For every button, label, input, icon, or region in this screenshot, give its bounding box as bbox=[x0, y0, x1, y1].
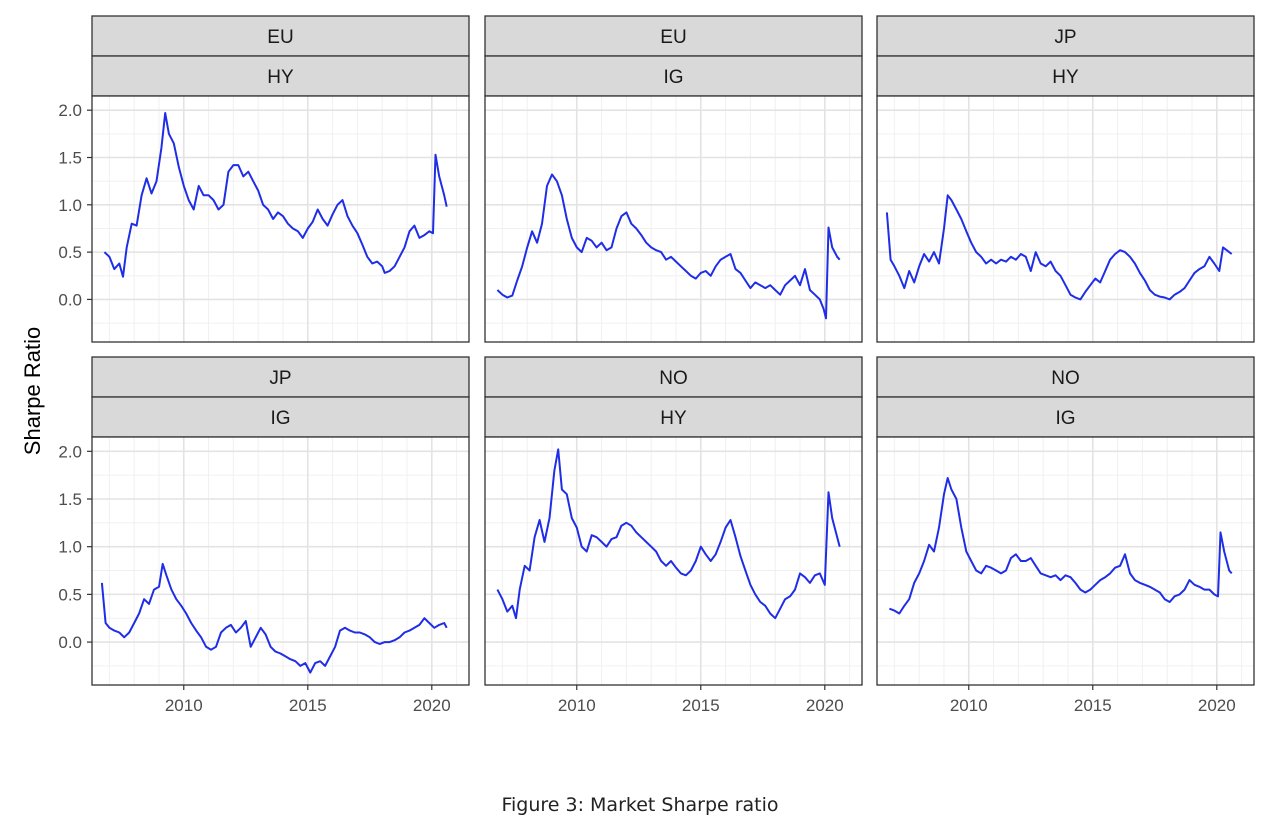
sharpe-ratio-line bbox=[496, 173, 841, 320]
facet-panel-eu-ig: EU IG bbox=[484, 15, 863, 343]
x-tick-label: 2010 bbox=[558, 696, 596, 715]
panel-border bbox=[876, 436, 1255, 686]
strip-label-region: NO bbox=[1051, 368, 1080, 389]
strip-region-box bbox=[876, 15, 1255, 57]
strip-label-region: EU bbox=[267, 27, 293, 48]
strip-label-region: JP bbox=[1054, 27, 1076, 48]
y-tick-label: 0.0 bbox=[58, 290, 82, 309]
facet-panel-eu-hy: EU HY 0.0 0.5 1.0 1.5 2.0 bbox=[58, 15, 470, 343]
strip-region-box bbox=[91, 356, 470, 398]
strip-label-rating: IG bbox=[1055, 408, 1075, 429]
strip-rating-box bbox=[484, 55, 863, 97]
y-tick-label: 1.5 bbox=[58, 490, 82, 509]
strip-label-rating: IG bbox=[270, 408, 290, 429]
y-tick-label: 0.0 bbox=[58, 633, 82, 652]
strip-region-box bbox=[91, 15, 470, 57]
panel-background bbox=[92, 437, 469, 685]
strip-label-rating: HY bbox=[1052, 67, 1079, 88]
facet-panel-no-hy: NO HY 2010 2015 2020 bbox=[484, 356, 863, 715]
x-tick-label: 2020 bbox=[806, 696, 844, 715]
y-tick-label: 2.0 bbox=[58, 442, 82, 461]
strip-rating-box bbox=[484, 396, 863, 438]
strip-label-rating: HY bbox=[660, 408, 687, 429]
x-tick-label: 2010 bbox=[165, 696, 203, 715]
panel-border bbox=[484, 436, 863, 686]
panel-border bbox=[91, 436, 470, 686]
panel-background bbox=[92, 96, 469, 342]
panel-background bbox=[877, 96, 1254, 342]
figure-caption: Figure 3: Market Sharpe ratio bbox=[501, 794, 779, 816]
panel-background bbox=[485, 96, 862, 342]
facet-panel-jp-hy: JP HY bbox=[876, 15, 1255, 343]
sharpe-ratio-line bbox=[496, 448, 841, 620]
facet-panel-no-ig: NO IG 2010 2015 2020 bbox=[876, 356, 1255, 715]
y-tick-label: 0.5 bbox=[58, 585, 82, 604]
panel-border bbox=[484, 95, 863, 343]
x-tick-label: 2015 bbox=[1074, 696, 1112, 715]
strip-label-rating: IG bbox=[663, 67, 683, 88]
strip-region-box bbox=[876, 356, 1255, 398]
strip-label-region: EU bbox=[660, 27, 686, 48]
strip-label-region: NO bbox=[659, 368, 688, 389]
strip-label-rating: HY bbox=[267, 67, 294, 88]
y-tick-label: 1.0 bbox=[58, 538, 82, 557]
sharpe-ratio-line bbox=[103, 112, 448, 278]
strip-rating-box bbox=[91, 55, 470, 97]
y-tick-label: 2.0 bbox=[58, 101, 82, 120]
panel-background bbox=[485, 437, 862, 685]
x-tick-label: 2010 bbox=[950, 696, 988, 715]
sharpe-ratio-line bbox=[885, 194, 1233, 301]
x-tick-label: 2015 bbox=[682, 696, 720, 715]
strip-region-box bbox=[484, 356, 863, 398]
y-tick-label: 1.0 bbox=[58, 196, 82, 215]
panel-border bbox=[91, 95, 470, 343]
strip-label-region: JP bbox=[269, 368, 291, 389]
sharpe-ratio-line bbox=[889, 477, 1233, 615]
y-axis-label: Sharpe Ratio bbox=[20, 327, 45, 455]
strip-rating-box bbox=[876, 55, 1255, 97]
panel-border bbox=[876, 95, 1255, 343]
facet-panel-jp-ig: JP IG 0.0 0.5 1.0 1.5 2.0 2010 2015 2020 bbox=[58, 356, 470, 715]
x-tick-label: 2015 bbox=[289, 696, 327, 715]
y-tick-label: 0.5 bbox=[58, 243, 82, 262]
y-tick-label: 1.5 bbox=[58, 149, 82, 168]
x-tick-label: 2020 bbox=[1198, 696, 1236, 715]
strip-rating-box bbox=[91, 396, 470, 438]
x-tick-label: 2020 bbox=[413, 696, 451, 715]
sharpe-ratio-line bbox=[100, 562, 448, 674]
panel-background bbox=[877, 437, 1254, 685]
